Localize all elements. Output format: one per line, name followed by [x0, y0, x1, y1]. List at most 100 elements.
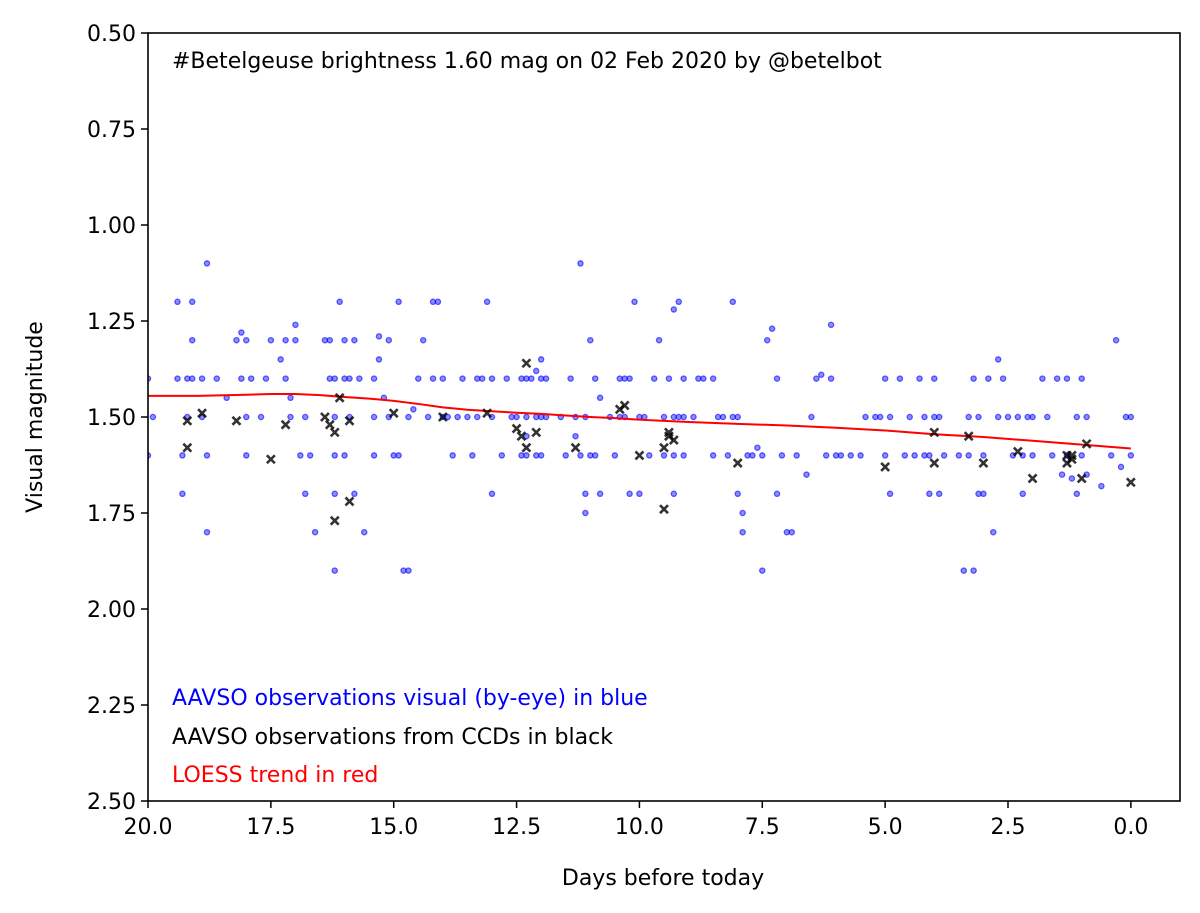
x-axis-label: Days before today — [562, 866, 764, 891]
visual-observation-point — [188, 375, 196, 382]
visual-observation-point — [1107, 452, 1115, 459]
visual-observation-point — [876, 413, 884, 421]
y-tick-label: 0.75 — [87, 118, 136, 143]
visual-observation-point — [788, 528, 796, 536]
visual-observation-point — [567, 375, 574, 382]
visual-observation-point — [385, 336, 393, 344]
ccd-observation-point — [437, 412, 448, 422]
ccd-observation-point — [344, 415, 355, 426]
ccd-observation-point — [231, 415, 242, 426]
ccd-observation-point — [929, 458, 940, 468]
visual-observation-point — [827, 321, 835, 329]
visual-observation-point — [292, 321, 299, 329]
chart-marks — [148, 260, 1136, 574]
visual-observation-point — [243, 452, 250, 459]
visual-observation-point — [763, 336, 771, 344]
visual-observation-point — [778, 452, 786, 459]
ccd-observation-point — [663, 427, 674, 438]
visual-observation-point — [837, 452, 845, 459]
visual-observation-point — [198, 375, 206, 382]
y-tick-label: 1.25 — [87, 310, 136, 335]
visual-observation-point — [302, 413, 309, 421]
visual-observation-point — [503, 375, 510, 382]
visual-observation-point — [331, 452, 338, 459]
visual-observation-point — [375, 333, 383, 340]
visual-observation-point — [596, 490, 604, 498]
visual-observation-point — [999, 375, 1007, 382]
visual-observation-point — [1053, 375, 1061, 382]
visual-observation-point — [670, 306, 678, 313]
visual-observation-point — [203, 528, 211, 536]
visual-observation-point — [419, 336, 427, 344]
plot-frame — [147, 32, 1181, 802]
visual-observation-point — [990, 528, 997, 536]
visual-observation-point — [331, 375, 338, 382]
visual-observation-point — [528, 375, 535, 382]
ccd-observation-point — [511, 423, 522, 434]
visual-observation-point — [1078, 375, 1085, 382]
visual-observation-point — [1078, 452, 1085, 459]
visual-observation-point — [488, 375, 496, 382]
ccd-observation-point — [265, 454, 276, 465]
visual-observation-point — [906, 413, 913, 421]
visual-observation-point — [434, 298, 442, 306]
visual-observation-point — [935, 413, 943, 421]
visual-observation-point — [768, 325, 776, 332]
visual-observation-point — [690, 413, 697, 421]
visual-observation-point — [980, 490, 987, 498]
visual-observation-point — [935, 490, 943, 498]
visual-observation-point — [1112, 336, 1120, 344]
visual-observation-point — [827, 375, 835, 382]
visual-observation-point — [341, 336, 348, 344]
y-tick-label: 1.00 — [87, 214, 136, 239]
ccd-observation-point — [197, 408, 207, 419]
visual-observation-point — [341, 452, 348, 459]
visual-observation-point — [773, 490, 781, 498]
visual-observation-point — [331, 567, 338, 574]
ccd-observation-point — [978, 458, 989, 468]
ccd-observation-point — [329, 515, 340, 526]
visual-observation-point — [370, 375, 378, 382]
visual-observation-point — [464, 413, 471, 421]
visual-observation-point — [970, 567, 977, 574]
visual-observation-point — [626, 375, 633, 382]
visual-observation-point — [523, 432, 530, 440]
visual-observation-point — [370, 452, 378, 459]
visual-observation-point — [1029, 413, 1036, 421]
ccd-observation-point — [521, 442, 532, 453]
visual-observation-point — [478, 375, 486, 382]
visual-observation-point — [469, 452, 476, 459]
ccd-observation-point — [482, 408, 493, 419]
visual-observation-point — [749, 452, 756, 459]
visual-observation-point — [1073, 413, 1081, 421]
y-tick-label: 2.00 — [87, 598, 136, 623]
visual-observation-point — [1127, 413, 1135, 421]
y-tick-label: 2.50 — [87, 790, 136, 815]
visual-observation-point — [886, 490, 894, 498]
x-tick-label: 2.5 — [991, 815, 1026, 840]
visual-observation-point — [306, 452, 314, 459]
ccd-observation-point — [668, 435, 679, 445]
visual-observation-point — [174, 375, 181, 382]
visual-observation-point — [793, 452, 800, 459]
visual-observation-point — [459, 375, 466, 382]
visual-observation-point — [626, 490, 633, 498]
visual-observation-point — [439, 375, 447, 382]
annotation-ccd: AAVSO observations from CCDs in black — [172, 725, 613, 750]
visual-observation-point — [680, 452, 687, 459]
visual-observation-point — [247, 375, 255, 382]
visual-observation-point — [985, 375, 992, 382]
visual-observation-point — [641, 413, 648, 421]
ccd-observation-point — [1081, 438, 1092, 449]
ccd-observation-point — [1125, 477, 1136, 488]
ccd-observation-point — [324, 419, 335, 430]
visual-observation-point — [1029, 452, 1036, 459]
visual-observation-point — [174, 298, 181, 306]
x-tick-label: 12.5 — [492, 815, 541, 840]
visual-observation-point — [351, 490, 358, 498]
visual-observation-point — [1039, 375, 1046, 382]
visual-observation-point — [591, 375, 599, 382]
visual-observation-point — [709, 375, 717, 382]
ccd-observation-point — [182, 442, 193, 453]
